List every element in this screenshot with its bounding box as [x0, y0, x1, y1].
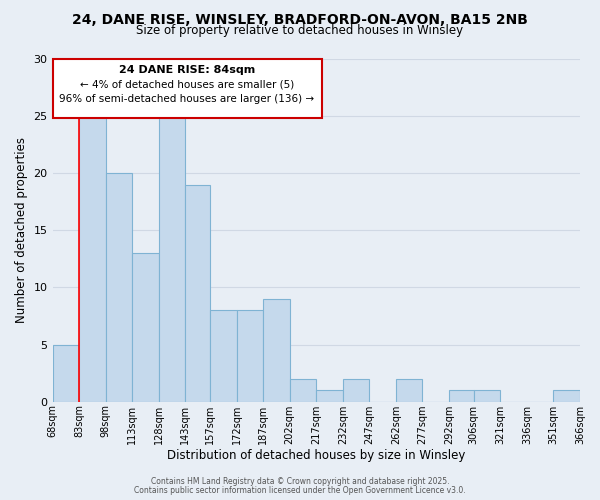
Bar: [106, 173, 132, 402]
Text: 24 DANE RISE: 84sqm: 24 DANE RISE: 84sqm: [119, 66, 255, 76]
Text: Size of property relative to detached houses in Winsley: Size of property relative to detached ho…: [136, 24, 464, 37]
Bar: [343, 379, 370, 402]
Bar: [236, 310, 263, 402]
Bar: [79, 116, 106, 402]
Bar: [53, 344, 79, 402]
Bar: [159, 116, 185, 402]
Bar: [474, 390, 500, 402]
Bar: [290, 379, 316, 402]
Bar: [396, 379, 422, 402]
Bar: [553, 390, 580, 402]
Bar: [263, 299, 290, 402]
Text: Contains public sector information licensed under the Open Government Licence v3: Contains public sector information licen…: [134, 486, 466, 495]
X-axis label: Distribution of detached houses by size in Winsley: Distribution of detached houses by size …: [167, 450, 466, 462]
Bar: [449, 390, 474, 402]
Text: ← 4% of detached houses are smaller (5): ← 4% of detached houses are smaller (5): [80, 79, 294, 89]
Bar: [132, 253, 159, 402]
Bar: [185, 184, 210, 402]
Text: Contains HM Land Registry data © Crown copyright and database right 2025.: Contains HM Land Registry data © Crown c…: [151, 477, 449, 486]
Y-axis label: Number of detached properties: Number of detached properties: [15, 138, 28, 324]
Bar: [316, 390, 343, 402]
Text: 24, DANE RISE, WINSLEY, BRADFORD-ON-AVON, BA15 2NB: 24, DANE RISE, WINSLEY, BRADFORD-ON-AVON…: [72, 12, 528, 26]
Bar: [53, 59, 322, 118]
Bar: [210, 310, 236, 402]
Text: 96% of semi-detached houses are larger (136) →: 96% of semi-detached houses are larger (…: [59, 94, 314, 104]
